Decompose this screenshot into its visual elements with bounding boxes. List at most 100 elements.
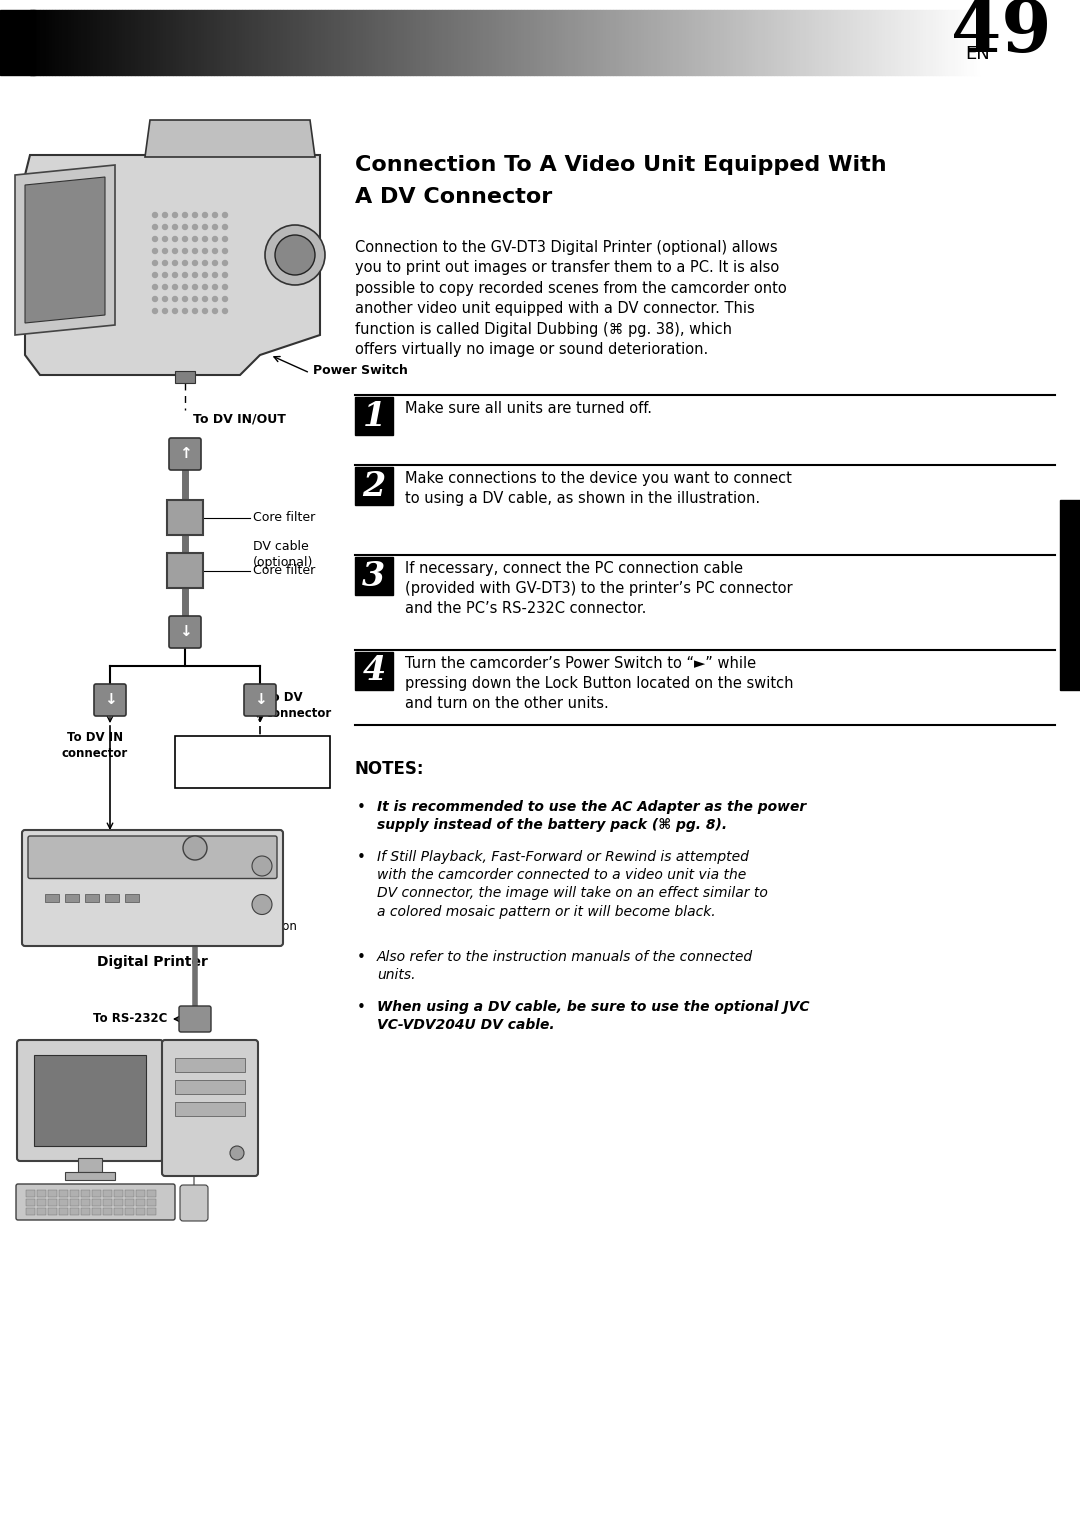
Circle shape xyxy=(162,308,167,314)
Bar xyxy=(575,11,578,75)
Text: To PC
connector: To PC connector xyxy=(213,828,280,857)
Bar xyxy=(103,1199,112,1206)
Bar xyxy=(492,11,496,75)
Bar xyxy=(114,1199,123,1206)
Bar xyxy=(509,11,511,75)
Bar xyxy=(632,11,635,75)
Bar xyxy=(204,11,207,75)
Text: To DV IN/OUT: To DV IN/OUT xyxy=(193,412,286,426)
Bar xyxy=(809,11,812,75)
Bar xyxy=(740,11,743,75)
Bar xyxy=(802,11,806,75)
Bar xyxy=(642,11,645,75)
Circle shape xyxy=(152,261,158,265)
Bar xyxy=(714,11,717,75)
Circle shape xyxy=(173,236,177,242)
Circle shape xyxy=(152,285,158,290)
Circle shape xyxy=(203,296,207,302)
Circle shape xyxy=(152,308,158,314)
Bar xyxy=(360,11,363,75)
Bar xyxy=(455,11,458,75)
Circle shape xyxy=(213,296,217,302)
Bar xyxy=(147,1208,156,1216)
Circle shape xyxy=(162,296,167,302)
Bar xyxy=(330,11,334,75)
Circle shape xyxy=(213,273,217,277)
Text: Make sure all units are turned off.: Make sure all units are turned off. xyxy=(405,402,652,415)
Circle shape xyxy=(203,213,207,218)
Bar xyxy=(793,11,796,75)
Circle shape xyxy=(183,261,188,265)
Bar xyxy=(594,11,597,75)
Bar xyxy=(670,11,673,75)
Bar xyxy=(755,11,758,75)
Bar xyxy=(140,11,144,75)
Bar xyxy=(945,11,948,75)
Bar xyxy=(293,11,296,75)
Bar xyxy=(78,11,81,75)
Bar xyxy=(175,1081,245,1095)
Bar xyxy=(125,1190,134,1197)
Bar xyxy=(686,11,689,75)
Bar xyxy=(727,11,730,75)
Bar xyxy=(856,11,860,75)
Text: If necessary, connect the PC connection cable
(provided with GV-DT3) to the prin: If necessary, connect the PC connection … xyxy=(405,561,793,616)
Bar xyxy=(49,11,52,75)
Bar xyxy=(879,11,882,75)
Circle shape xyxy=(222,224,228,230)
Bar xyxy=(175,736,330,788)
Bar xyxy=(961,11,964,75)
Bar xyxy=(245,11,248,75)
Bar xyxy=(37,1199,46,1206)
Text: 3: 3 xyxy=(363,560,386,592)
Bar xyxy=(340,11,343,75)
Bar xyxy=(37,1208,46,1216)
Bar xyxy=(125,894,139,901)
Circle shape xyxy=(173,248,177,253)
Bar xyxy=(679,11,683,75)
Circle shape xyxy=(162,236,167,242)
Bar xyxy=(58,11,62,75)
Bar xyxy=(683,11,686,75)
Bar xyxy=(553,11,556,75)
Polygon shape xyxy=(145,120,315,156)
Bar xyxy=(59,1208,68,1216)
Bar xyxy=(704,11,707,75)
Bar xyxy=(188,11,191,75)
Bar xyxy=(183,11,185,75)
Bar xyxy=(96,11,99,75)
Bar xyxy=(355,556,393,595)
Bar xyxy=(432,11,435,75)
Circle shape xyxy=(222,248,228,253)
Text: To DV IN
connector: To DV IN connector xyxy=(62,731,129,760)
Bar xyxy=(894,11,897,75)
Bar xyxy=(505,11,509,75)
Circle shape xyxy=(222,296,228,302)
Bar xyxy=(137,11,140,75)
Bar xyxy=(167,500,203,535)
Bar xyxy=(70,1190,79,1197)
Bar xyxy=(173,11,176,75)
Bar xyxy=(562,11,565,75)
Circle shape xyxy=(152,273,158,277)
Bar xyxy=(198,11,201,75)
Bar xyxy=(701,11,704,75)
Bar xyxy=(448,11,451,75)
Circle shape xyxy=(222,285,228,290)
Bar xyxy=(324,11,327,75)
Text: EN: EN xyxy=(966,44,989,63)
Bar xyxy=(720,11,724,75)
Bar xyxy=(692,11,696,75)
Bar xyxy=(26,1199,35,1206)
Bar xyxy=(917,11,920,75)
Bar xyxy=(524,11,527,75)
FancyBboxPatch shape xyxy=(17,1039,163,1160)
Circle shape xyxy=(192,213,198,218)
Bar xyxy=(980,11,1080,75)
Circle shape xyxy=(173,285,177,290)
Bar xyxy=(480,11,483,75)
Circle shape xyxy=(152,213,158,218)
Bar xyxy=(48,1190,57,1197)
Bar xyxy=(923,11,927,75)
Bar xyxy=(974,11,976,75)
